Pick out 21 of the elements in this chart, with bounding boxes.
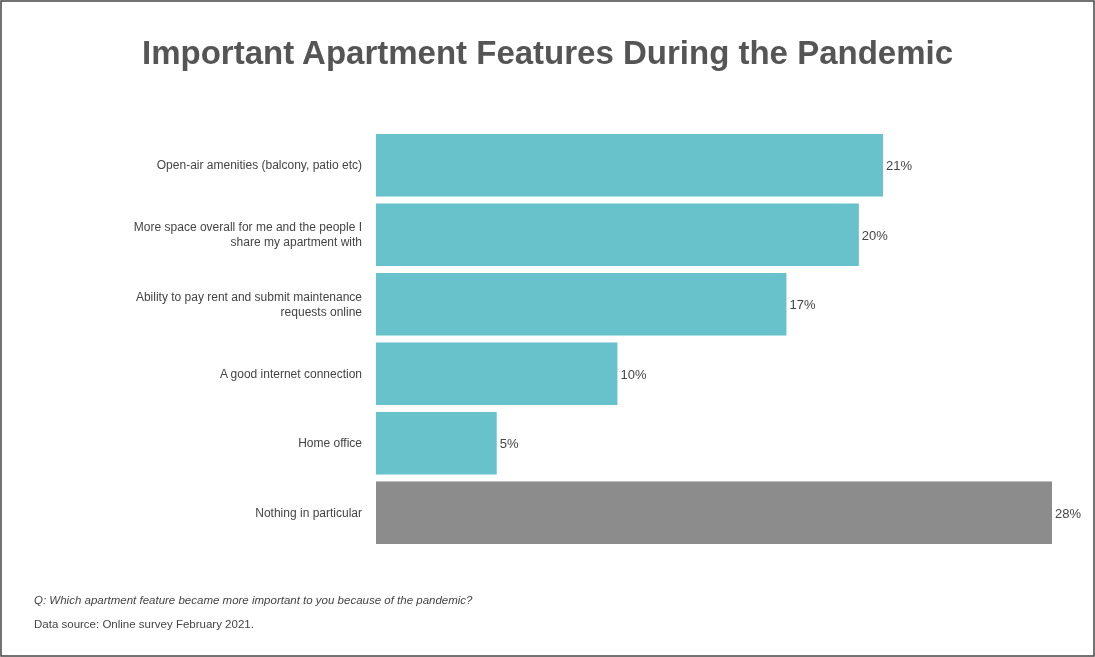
data-label: 20%	[861, 227, 889, 243]
data-label: 5%	[499, 436, 519, 452]
bar	[376, 203, 859, 267]
y-tick-label: Ability to pay rent and submit maintenance requests online	[135, 289, 363, 319]
bar	[376, 411, 497, 475]
y-tick-label: Home office	[298, 436, 363, 451]
y-tick-label: A good internet connection	[219, 366, 362, 381]
bar	[376, 134, 883, 197]
text: Q: Which apartment feature became more important to you because of the pandemic?	[34, 594, 474, 606]
data-label: 28%	[1055, 505, 1082, 521]
y-tick-label: Open-air amenities (balcony, patio etc)	[156, 158, 362, 173]
bar	[376, 272, 787, 336]
data-label: 21%	[886, 158, 913, 174]
bar	[376, 342, 618, 406]
data-label: 17%	[789, 297, 816, 313]
y-tick-label: Nothing in particular	[255, 505, 362, 520]
data-label: 10%	[620, 366, 647, 382]
chart-title: Important Apartment Features During the Pandemic	[141, 34, 954, 71]
y-tick-label: More space overall for me and the people I share my apartment with	[133, 220, 362, 250]
source-note: Data source: Online survey February 2021.	[34, 618, 254, 630]
bar	[376, 481, 1052, 544]
